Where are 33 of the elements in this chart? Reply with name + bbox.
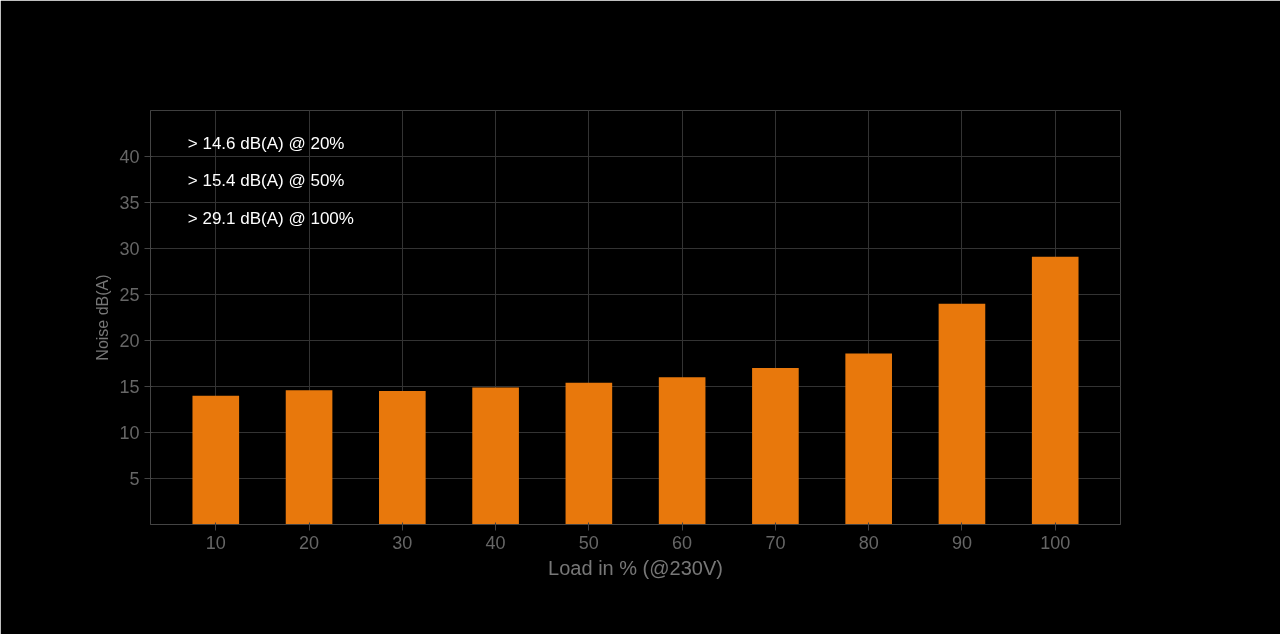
y-tick-label: 30 (119, 239, 140, 259)
bar (285, 390, 333, 525)
bar (752, 368, 799, 525)
bar (845, 353, 892, 525)
bar (938, 303, 986, 525)
x-tick-label: 70 (765, 532, 786, 553)
x-tick-label: 80 (858, 532, 879, 553)
bar (658, 377, 706, 525)
y-tick-label: 20 (119, 331, 140, 351)
x-tick-label: 90 (951, 532, 972, 553)
x-axis-title: Load in % (@230V) (548, 556, 723, 579)
y-tick-label: 5 (129, 469, 140, 489)
bar (1031, 256, 1079, 525)
annotation: > 29.1 dB(A) @ 100% (187, 208, 354, 228)
x-tick-label: 10 (205, 532, 226, 553)
y-tick-label: 25 (119, 285, 140, 305)
y-axis-title: Noise dB(A) (94, 274, 112, 361)
x-tick-label: 60 (672, 532, 693, 553)
x-tick-label: 100 (1040, 532, 1071, 553)
annotation: > 15.4 dB(A) @ 50% (187, 171, 345, 191)
y-tick-label: 15 (119, 377, 140, 397)
bar (472, 387, 519, 525)
x-tick-label: 40 (485, 532, 506, 553)
annotation: > 14.6 dB(A) @ 20% (187, 134, 345, 154)
x-tick-label: 30 (392, 532, 413, 553)
bar (379, 391, 426, 525)
bar (565, 382, 613, 525)
x-tick-label: 50 (578, 532, 599, 553)
bar (192, 395, 240, 525)
y-tick-label: 10 (119, 423, 140, 443)
y-tick-label: 35 (119, 193, 140, 213)
x-tick-label: 20 (299, 532, 320, 553)
y-tick-label: 40 (119, 147, 140, 167)
